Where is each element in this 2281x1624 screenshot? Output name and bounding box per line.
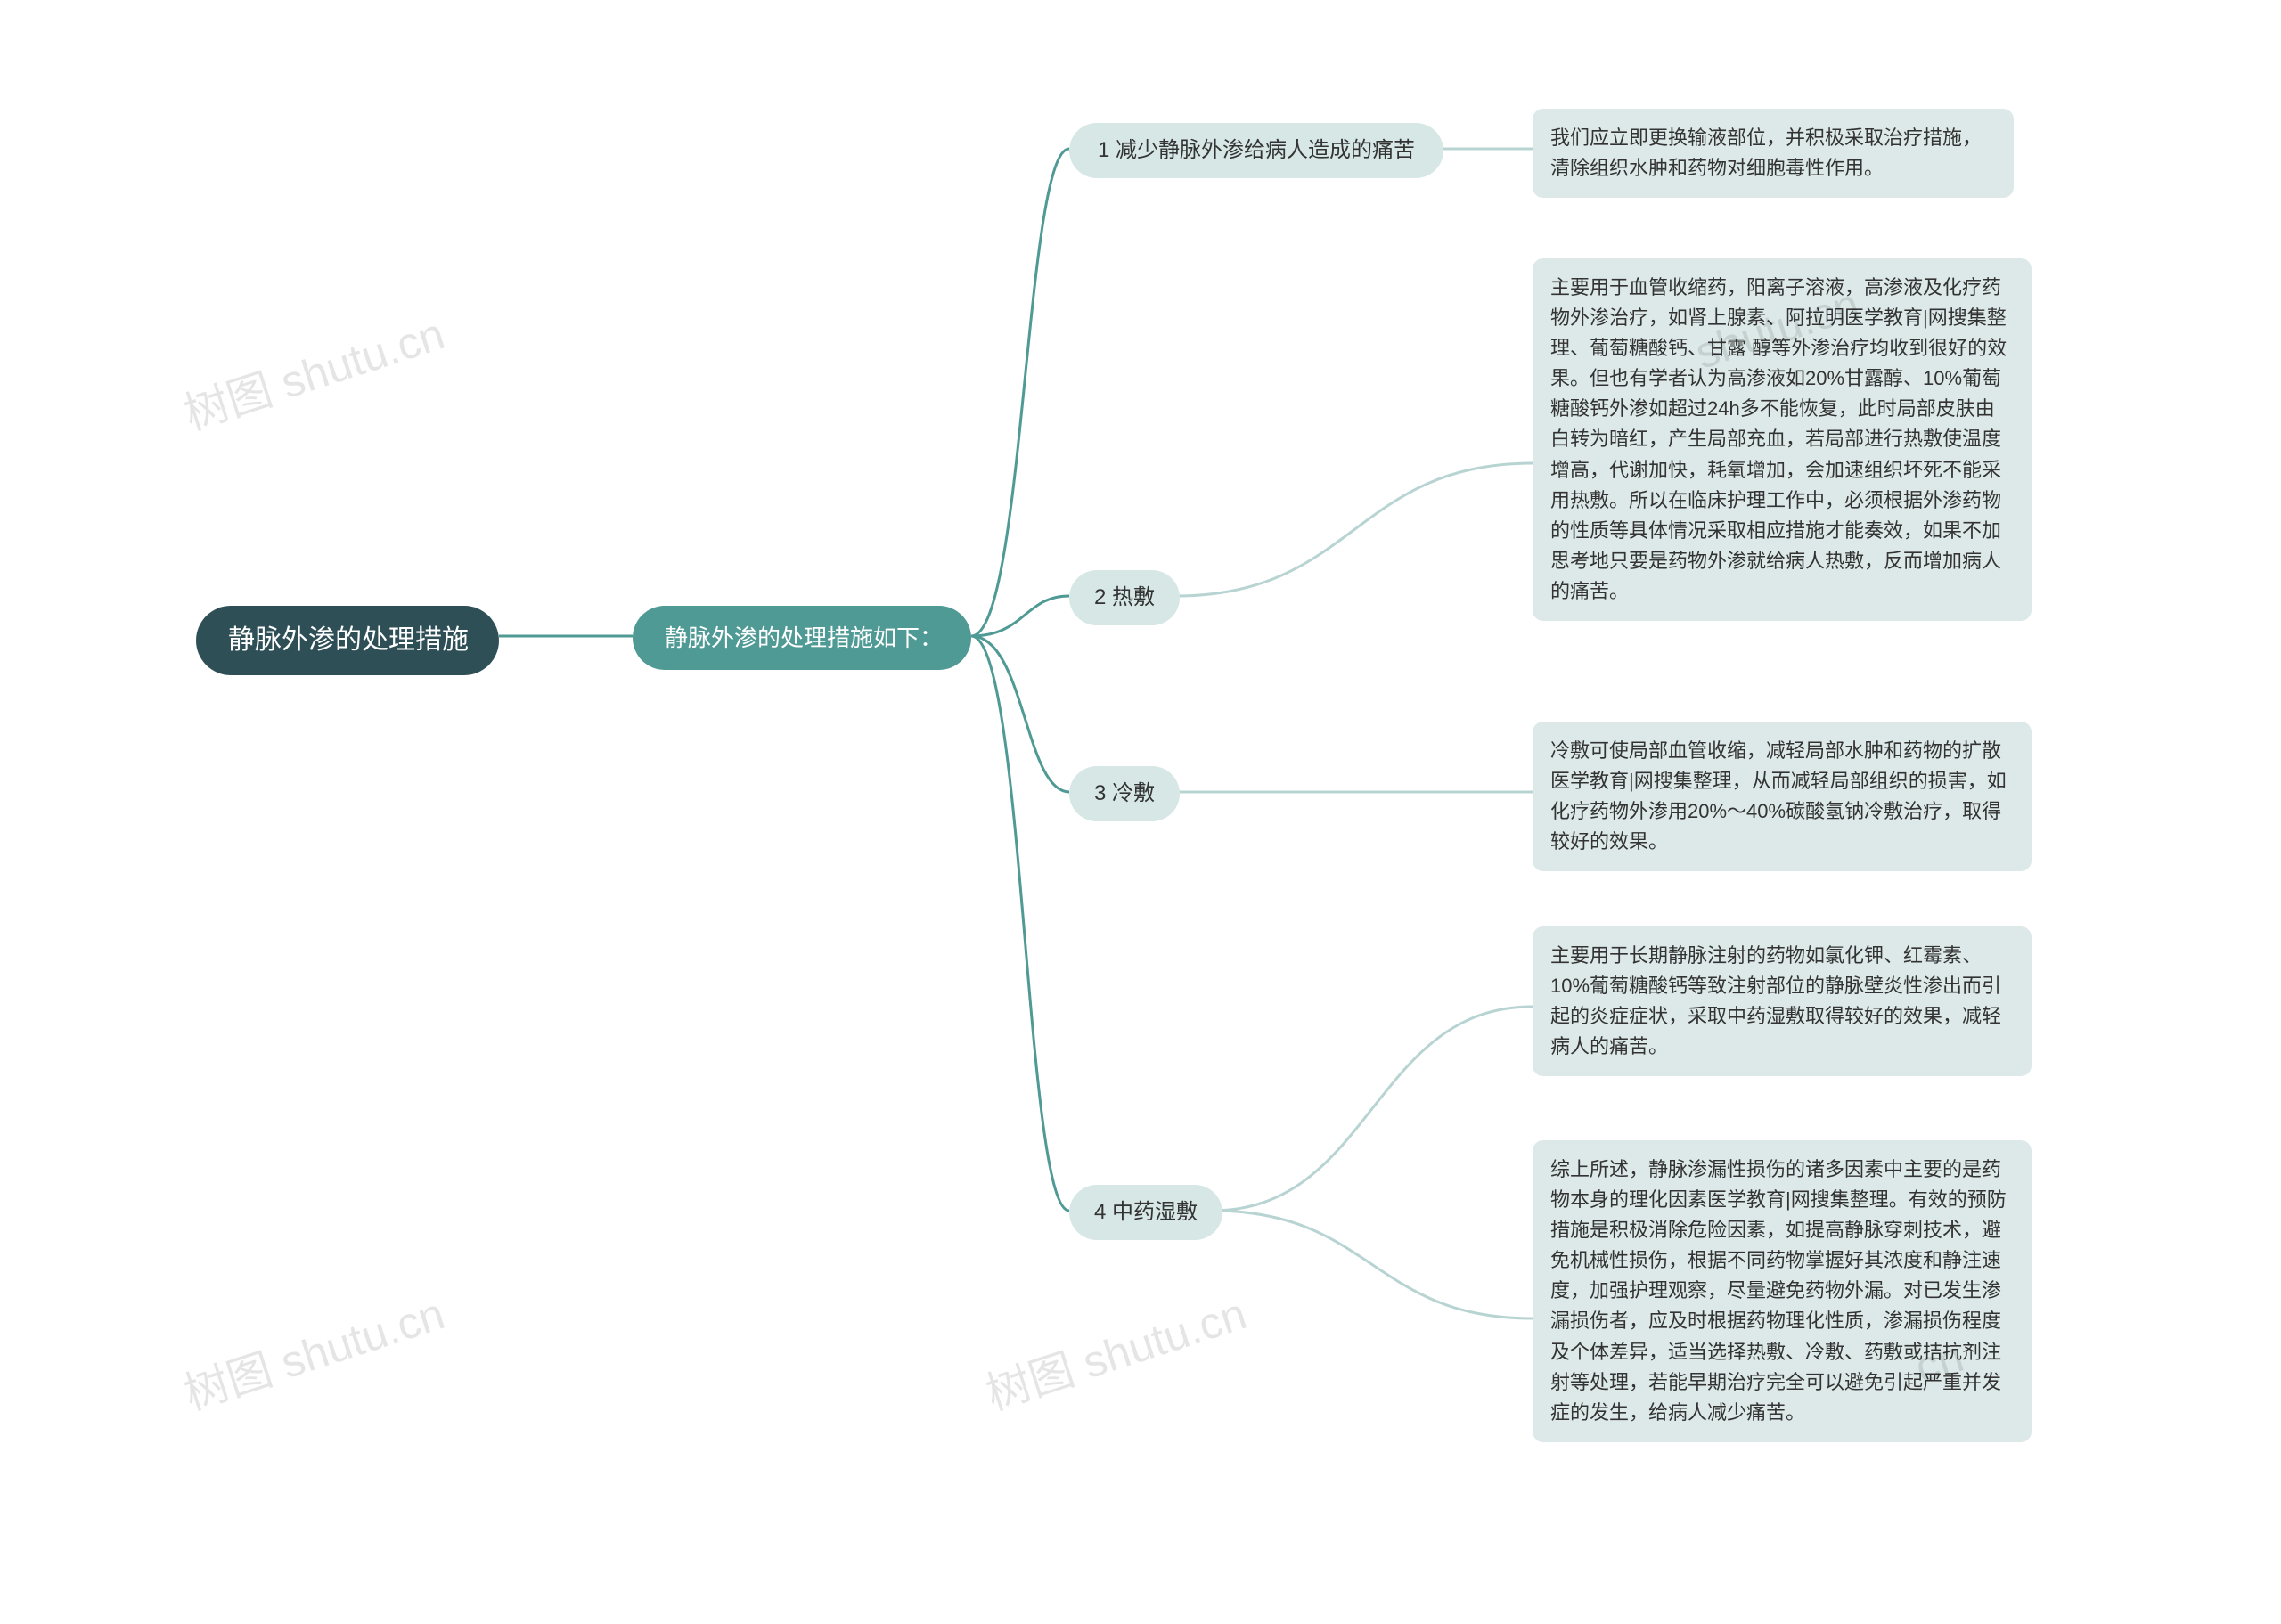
root-label: 静脉外渗的处理措施 [228, 625, 469, 655]
mindmap-leaf-node[interactable]: 主要用于长期静脉注射的药物如氯化钾、红霉素、10%葡萄糖酸钙等致注射部位的静脉壁… [1533, 926, 2032, 1076]
mindmap-level2-node[interactable]: 3 冷敷 [1069, 766, 1180, 821]
mindmap-leaf-node[interactable]: 主要用于血管收缩药，阳离子溶液，高渗液及化疗药物外渗治疗，如肾上腺素、阿拉明医学… [1533, 258, 2032, 621]
connector-line [971, 636, 1069, 1211]
leaf-text: 冷敷可使局部血管收缩，减轻局部水肿和药物的扩散医学教育|网搜集整理，从而减轻局部… [1550, 739, 2007, 853]
leaf-text: 综上所述，静脉渗漏性损伤的诸多因素中主要的是药物本身的理化因素医学教育|网搜集整… [1550, 1158, 2007, 1424]
level2-label: 3 冷敷 [1094, 781, 1155, 805]
connector-line [1212, 1007, 1533, 1211]
mindmap-level2-node[interactable]: 4 中药湿敷 [1069, 1185, 1222, 1240]
connector-line [1176, 463, 1533, 596]
mindmap-leaf-node[interactable]: 综上所述，静脉渗漏性损伤的诸多因素中主要的是药物本身的理化因素医学教育|网搜集整… [1533, 1140, 2032, 1442]
mindmap-leaf-node[interactable]: 冷敷可使局部血管收缩，减轻局部水肿和药物的扩散医学教育|网搜集整理，从而减轻局部… [1533, 722, 2032, 871]
watermark-text: 树图 shutu.cn [175, 1278, 451, 1423]
watermark-text: 树图 shutu.cn [977, 1278, 1253, 1423]
mindmap-root-node[interactable]: 静脉外渗的处理措施 [196, 606, 499, 675]
level2-label: 4 中药湿敷 [1094, 1200, 1198, 1224]
connector-line [1212, 1211, 1533, 1318]
level2-label: 1 减少静脉外渗给病人造成的痛苦 [1098, 138, 1415, 162]
mindmap-level2-node[interactable]: 2 热敷 [1069, 570, 1180, 625]
leaf-text: 主要用于长期静脉注射的药物如氯化钾、红霉素、10%葡萄糖酸钙等致注射部位的静脉壁… [1550, 944, 2001, 1057]
leaf-text: 我们应立即更换输液部位，并积极采取治疗措施，清除组织水肿和药物对细胞毒性作用。 [1550, 126, 1982, 179]
connector-line [971, 596, 1069, 636]
mindmap-level1-node[interactable]: 静脉外渗的处理措施如下： [633, 606, 971, 670]
leaf-text: 主要用于血管收缩药，阳离子溶液，高渗液及化疗药物外渗治疗，如肾上腺素、阿拉明医学… [1550, 276, 2007, 602]
level2-label: 2 热敷 [1094, 585, 1155, 609]
mindmap-leaf-node[interactable]: 我们应立即更换输液部位，并积极采取治疗措施，清除组织水肿和药物对细胞毒性作用。 [1533, 109, 2014, 198]
connector-line [971, 636, 1069, 792]
level1-label: 静脉外渗的处理措施如下： [665, 624, 943, 651]
watermark-text: 树图 shutu.cn [175, 298, 451, 443]
connector-line [971, 149, 1069, 636]
mindmap-level2-node[interactable]: 1 减少静脉外渗给病人造成的痛苦 [1069, 123, 1443, 178]
